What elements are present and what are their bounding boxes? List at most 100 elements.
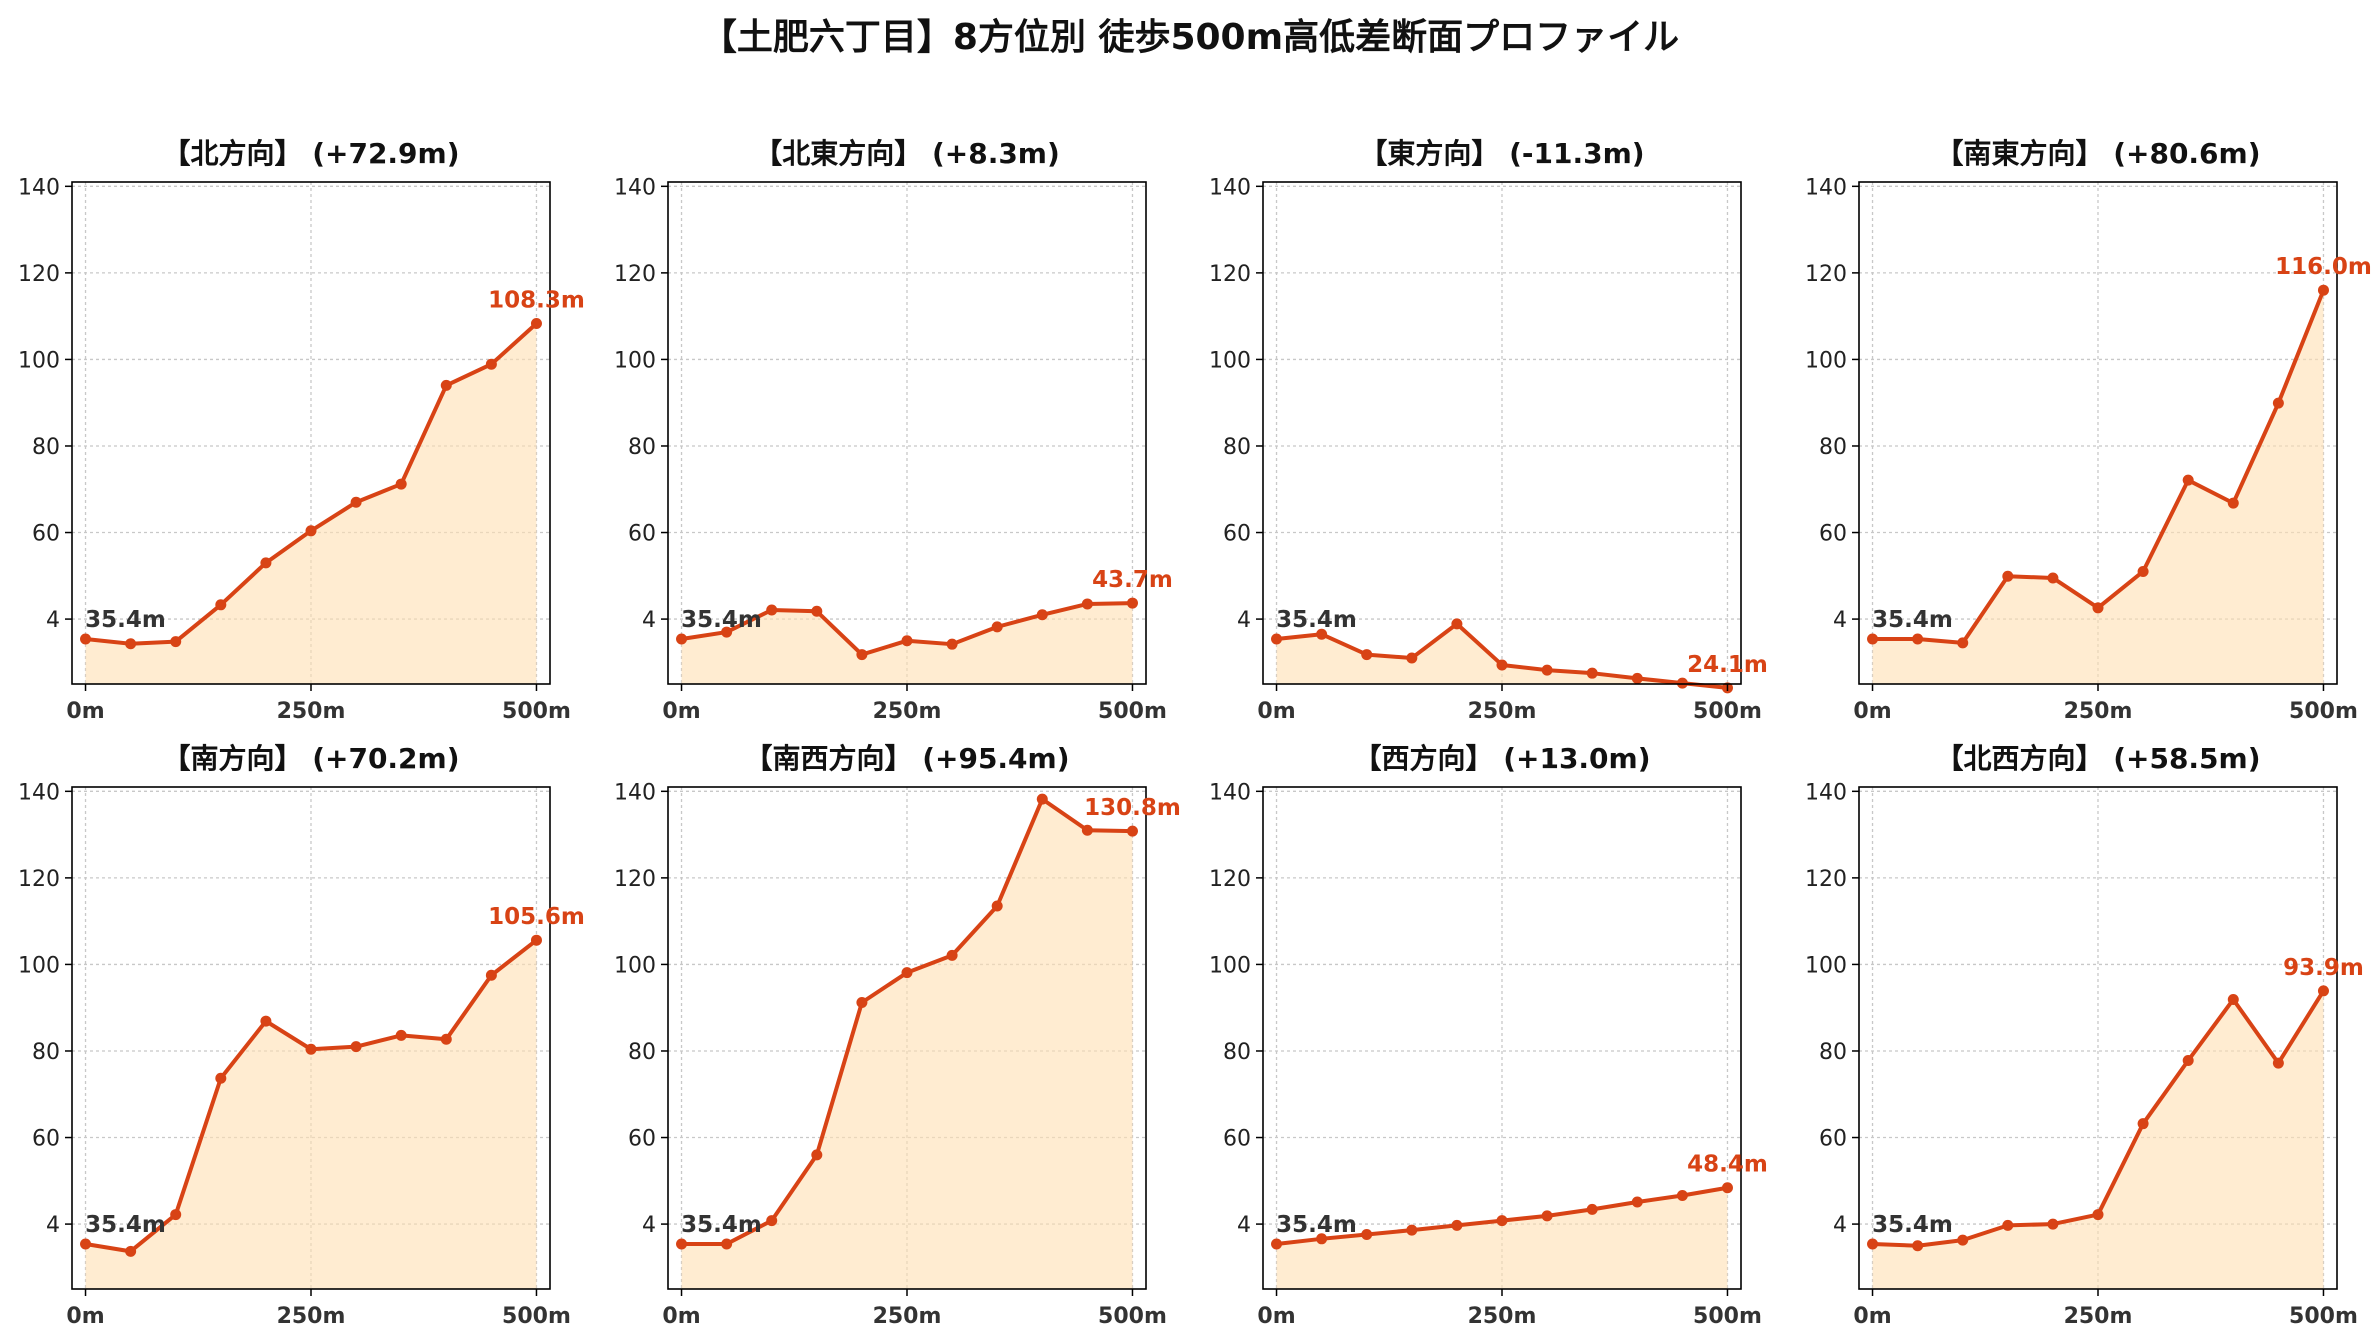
y-tick-label: 60 — [628, 522, 656, 547]
data-point — [676, 633, 688, 645]
data-point — [1721, 1182, 1733, 1194]
data-point — [260, 557, 272, 569]
y-tick-label: 120 — [614, 262, 656, 287]
data-point — [2137, 565, 2149, 577]
y-tick-label: 60 — [1223, 522, 1251, 547]
data-point — [856, 649, 868, 661]
profile-line — [1276, 621, 1728, 690]
data-point — [80, 633, 92, 645]
plot-frame — [667, 786, 1147, 1290]
data-point — [440, 1033, 452, 1045]
plot-frame — [1858, 786, 2338, 1290]
x-tick-label: 0m — [1257, 699, 1295, 724]
panel-title: 【南方向】 (+70.2m) — [162, 742, 460, 775]
data-point — [676, 1238, 688, 1250]
data-point — [1271, 1238, 1283, 1250]
x-tick-label: 0m — [66, 699, 104, 724]
x-tick-label: 0m — [1853, 699, 1891, 724]
data-point — [1631, 672, 1643, 684]
panel-title: 【東方向】 (-11.3m) — [1359, 137, 1645, 170]
data-point — [1957, 637, 1969, 649]
data-point — [1676, 1190, 1688, 1202]
x-tick-label: 0m — [1853, 1304, 1891, 1329]
end-value-label: 130.8m — [1084, 795, 1181, 821]
data-point — [2047, 572, 2059, 584]
data-point — [766, 1215, 778, 1227]
data-point — [485, 358, 497, 370]
panel-title: 【北方向】 (+72.9m) — [162, 137, 460, 170]
plot-frame — [71, 786, 551, 1290]
data-point — [946, 949, 958, 961]
data-point — [170, 1209, 182, 1221]
x-tick-label: 500m — [1098, 1304, 1167, 1329]
y-tick-label: 60 — [1819, 522, 1847, 547]
y-tick-label: 4 — [1833, 608, 1847, 633]
y-tick-label: 140 — [18, 175, 60, 200]
plot-frame — [667, 181, 1147, 685]
plot-frame — [1858, 181, 2338, 685]
y-tick-label: 4 — [1833, 1213, 1847, 1238]
data-point — [901, 635, 913, 647]
data-point — [1316, 628, 1328, 640]
y-tick-label: 120 — [1209, 262, 1251, 287]
data-point — [811, 605, 823, 617]
x-tick-label: 250m — [873, 1304, 942, 1329]
x-tick-label: 500m — [1098, 699, 1167, 724]
x-tick-label: 500m — [2289, 1304, 2358, 1329]
y-tick-label: 4 — [1237, 1213, 1251, 1238]
profile-line — [681, 601, 1133, 657]
data-point — [1451, 618, 1463, 630]
area-fill — [681, 603, 1133, 684]
data-point — [350, 1041, 362, 1053]
y-tick-label: 100 — [614, 953, 656, 978]
y-tick-label: 120 — [1209, 867, 1251, 892]
area-fill — [1872, 290, 2324, 684]
start-value-label: 35.4m — [681, 607, 762, 633]
x-tick-label: 0m — [66, 1304, 104, 1329]
data-point — [440, 379, 452, 391]
data-point — [1912, 1240, 1924, 1252]
panel-title: 【北東方向】 (+8.3m) — [754, 137, 1060, 170]
y-tick-label: 140 — [1805, 175, 1847, 200]
data-point — [1361, 649, 1373, 661]
profile-line — [681, 797, 1133, 1246]
data-point — [1867, 633, 1879, 645]
end-value-label: 43.7m — [1092, 567, 1173, 593]
area-fill — [85, 940, 537, 1289]
x-tick-label: 250m — [1468, 699, 1537, 724]
profile-line — [85, 322, 538, 646]
data-point — [350, 496, 362, 508]
data-point — [1676, 677, 1688, 689]
data-point — [1081, 598, 1093, 610]
y-tick-label: 140 — [1209, 780, 1251, 805]
data-point — [1271, 633, 1283, 645]
data-point — [2227, 993, 2239, 1005]
chart-main-title: 【土肥六丁目】8方位別 徒歩500m高低差断面プロファイル — [700, 17, 1680, 58]
area-fill — [1872, 990, 2324, 1289]
data-point — [2317, 284, 2329, 296]
y-tick-label: 120 — [614, 867, 656, 892]
x-tick-label: 0m — [662, 1304, 700, 1329]
data-point — [530, 934, 542, 946]
data-point — [2137, 1118, 2149, 1130]
y-tick-label: 120 — [18, 262, 60, 287]
profile-line — [1872, 289, 2326, 645]
data-point — [901, 967, 913, 979]
area-fill — [1276, 623, 1728, 688]
data-point — [1316, 1233, 1328, 1245]
data-point — [2272, 397, 2284, 409]
data-point — [1081, 824, 1093, 836]
data-point — [2317, 985, 2329, 997]
data-point — [530, 318, 542, 330]
plot-frame — [71, 181, 551, 685]
y-tick-label: 100 — [18, 348, 60, 373]
y-tick-label: 140 — [614, 780, 656, 805]
panel-title: 【北西方向】 (+58.5m) — [1935, 742, 2261, 775]
data-point — [1126, 597, 1138, 609]
area-fill — [85, 323, 537, 684]
start-value-label: 35.4m — [1872, 607, 1953, 633]
y-tick-label: 4 — [642, 1213, 656, 1238]
data-point — [395, 478, 407, 490]
